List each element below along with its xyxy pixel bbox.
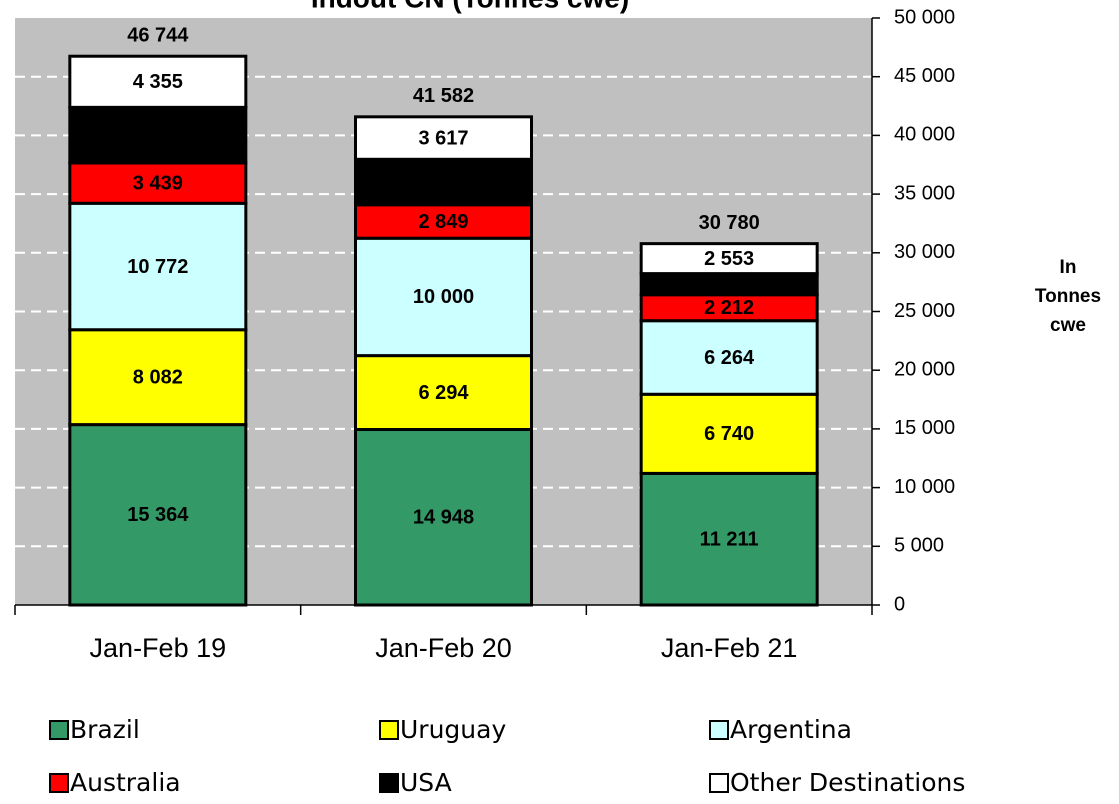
y-tick-label: 20 000	[894, 358, 955, 380]
bar-segment	[639, 471, 819, 607]
data-label: 3 617	[418, 127, 468, 149]
bar-segment	[639, 272, 819, 297]
bar-segment	[354, 236, 533, 358]
bar-segment	[354, 354, 533, 432]
total-label: 41 582	[413, 85, 474, 107]
bar-segment	[639, 242, 819, 276]
bar-segment	[68, 201, 248, 332]
legend-swatch	[379, 773, 399, 793]
bar-segment	[354, 157, 533, 207]
y-tick-label: 30 000	[894, 241, 955, 263]
data-label: 2 553	[704, 248, 754, 270]
y-tick-label: 10 000	[894, 476, 955, 498]
legend-label: Australia	[70, 768, 181, 797]
data-label: 15 364	[127, 504, 189, 526]
legend-swatch	[379, 720, 399, 740]
legend-swatch	[49, 773, 69, 793]
y-tick-label: 0	[894, 593, 905, 615]
data-label: 10 000	[413, 286, 474, 308]
bar-segment	[354, 115, 533, 161]
data-label: 8 082	[133, 366, 183, 388]
bar-segment	[68, 161, 248, 205]
data-label: 3 439	[133, 172, 183, 194]
chart-title: Indout CN (Tonnes cwe)	[311, 0, 629, 13]
legend-label: Brazil	[70, 715, 140, 744]
y-tick-label: 25 000	[894, 300, 955, 322]
x-tick-label: Jan-Feb 19	[90, 633, 227, 663]
y-tick-label: 35 000	[894, 182, 955, 204]
legend-label: Uruguay	[400, 715, 506, 744]
total-label: 46 744	[127, 25, 189, 47]
legend-swatch	[709, 720, 729, 740]
bar-segment	[354, 428, 533, 607]
total-label: 30 780	[699, 212, 760, 234]
data-label: 4 355	[133, 71, 183, 93]
data-label: 10 772	[127, 256, 188, 278]
data-label: 2 212	[704, 297, 754, 319]
x-tick-label: Jan-Feb 20	[375, 633, 512, 663]
data-label: 6 740	[704, 423, 754, 445]
data-label: 6 264	[704, 347, 755, 369]
bar-segment	[354, 203, 533, 240]
legend-swatch	[49, 720, 69, 740]
bar-segment	[639, 392, 819, 475]
y-axis-label: In Tonnes cwe	[1035, 257, 1101, 336]
bar-segment	[68, 423, 248, 607]
data-label: 6 294	[418, 382, 469, 404]
legend-label: Other Destinations	[730, 768, 965, 797]
y-tick-label: 5 000	[894, 535, 944, 557]
y-tick-label: 15 000	[894, 417, 955, 439]
bar-segment	[68, 328, 248, 427]
bar-segment	[68, 54, 248, 109]
x-tick-label: Jan-Feb 21	[661, 633, 798, 663]
bar-segment	[639, 319, 819, 396]
legend-label: USA	[400, 768, 452, 797]
bar-segment	[68, 105, 248, 165]
legend-swatch	[709, 773, 729, 793]
data-label: 11 211	[700, 528, 759, 550]
y-tick-label: 45 000	[894, 65, 955, 87]
data-label: 14 948	[413, 507, 474, 529]
y-tick-label: 40 000	[894, 124, 955, 146]
legend-label: Argentina	[730, 715, 852, 744]
bar-segment	[639, 293, 819, 323]
y-tick-label: 50 000	[894, 6, 955, 28]
data-label: 2 849	[418, 211, 468, 233]
